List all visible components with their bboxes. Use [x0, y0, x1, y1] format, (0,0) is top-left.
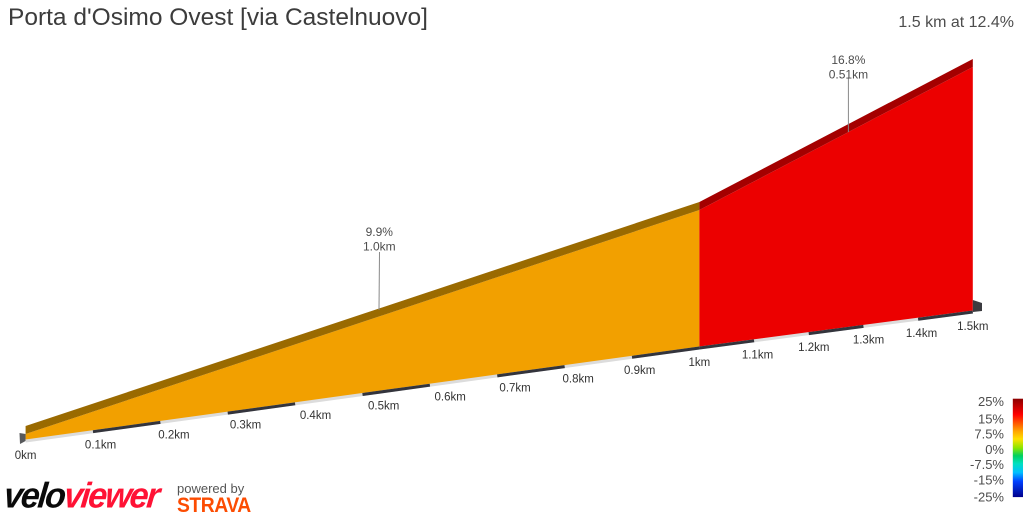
svg-text:1km: 1km [689, 357, 711, 369]
svg-text:1.1km: 1.1km [742, 349, 773, 361]
svg-text:-25%: -25% [974, 490, 1005, 505]
svg-text:1.0km: 1.0km [363, 240, 396, 254]
svg-text:1.5km: 1.5km [957, 321, 988, 333]
svg-text:-15%: -15% [974, 472, 1005, 487]
svg-text:0.5km: 0.5km [368, 401, 399, 413]
svg-text:0.1km: 0.1km [85, 440, 116, 452]
svg-text:1.4km: 1.4km [906, 328, 937, 340]
svg-text:25%: 25% [978, 394, 1004, 409]
svg-text:0.51km: 0.51km [829, 68, 868, 82]
svg-text:0.2km: 0.2km [158, 430, 189, 442]
svg-text:16.8%: 16.8% [831, 53, 865, 67]
svg-text:15%: 15% [978, 411, 1004, 426]
svg-text:0km: 0km [15, 450, 37, 462]
svg-text:0.6km: 0.6km [435, 391, 466, 403]
svg-text:0%: 0% [985, 442, 1004, 457]
svg-text:7.5%: 7.5% [974, 427, 1004, 442]
svg-text:0.7km: 0.7km [499, 382, 530, 394]
svg-text:0.9km: 0.9km [624, 365, 655, 377]
svg-text:1.3km: 1.3km [853, 335, 884, 347]
svg-text:0.3km: 0.3km [230, 420, 261, 432]
svg-text:0.8km: 0.8km [563, 374, 594, 386]
svg-text:0.4km: 0.4km [300, 410, 331, 422]
svg-text:-7.5%: -7.5% [970, 457, 1004, 472]
svg-text:1.2km: 1.2km [798, 342, 829, 354]
svg-text:9.9%: 9.9% [366, 225, 394, 239]
